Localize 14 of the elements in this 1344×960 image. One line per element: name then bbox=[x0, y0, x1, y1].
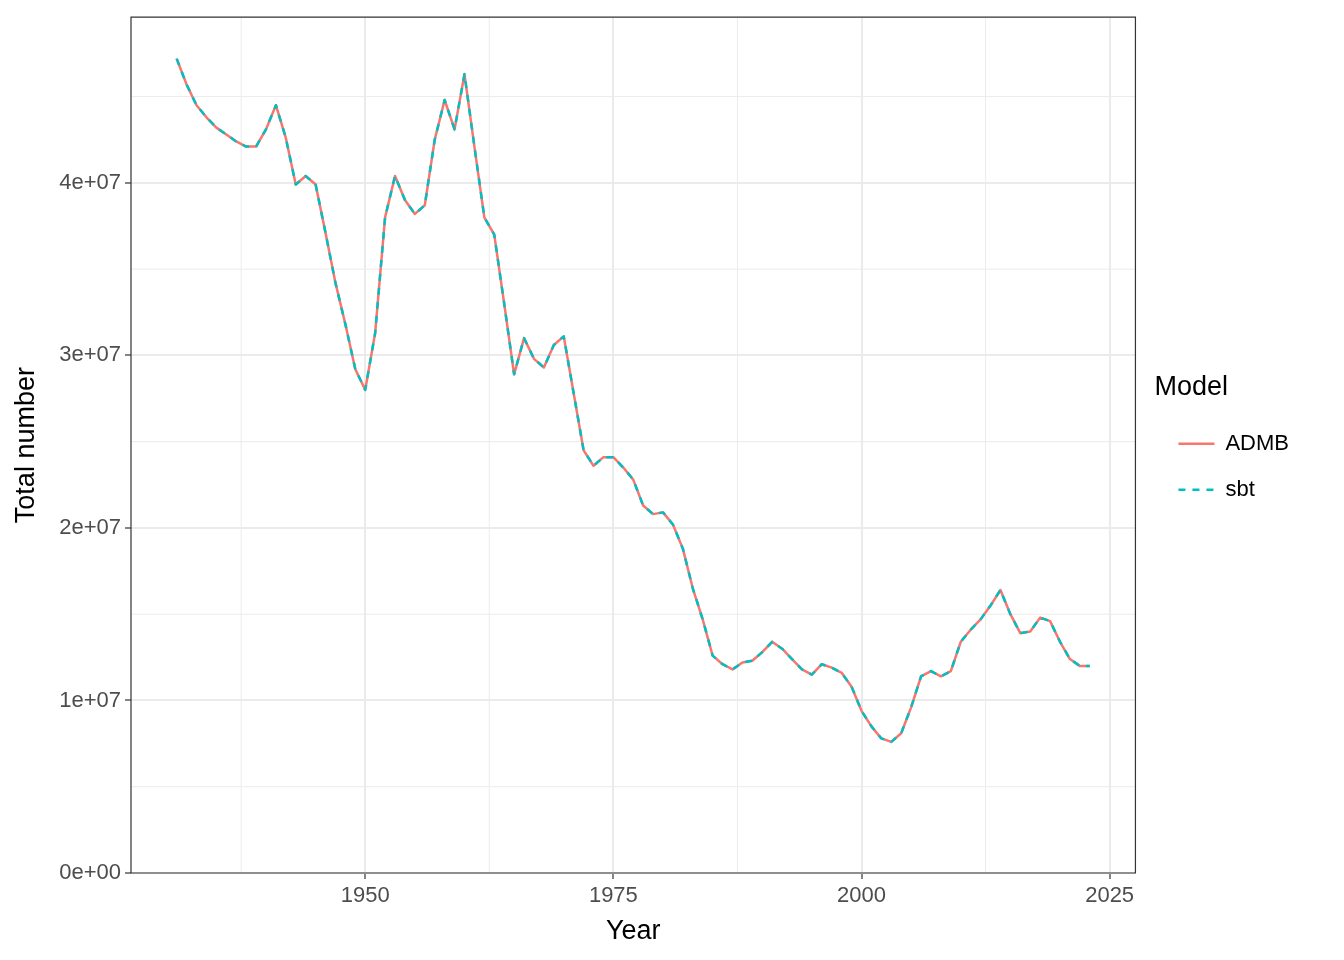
x-axis-title: Year bbox=[605, 915, 661, 946]
x-tick-label: 1975 bbox=[588, 882, 638, 908]
legend-title: Model bbox=[1154, 371, 1228, 402]
legend-label: sbt bbox=[1225, 475, 1255, 501]
y-tick-label: 1e+07 bbox=[59, 686, 121, 712]
x-tick-label: 2025 bbox=[1085, 882, 1135, 908]
y-axis-title: Total number bbox=[9, 367, 40, 524]
y-tick-label: 4e+07 bbox=[59, 168, 121, 194]
x-tick-label: 1950 bbox=[340, 882, 390, 908]
y-tick-label: 0e+00 bbox=[59, 859, 121, 885]
y-tick-label: 3e+07 bbox=[59, 341, 121, 367]
x-tick-label: 2000 bbox=[837, 882, 886, 908]
legend-label: ADMB bbox=[1225, 429, 1289, 455]
y-tick-label: 2e+07 bbox=[59, 513, 121, 539]
